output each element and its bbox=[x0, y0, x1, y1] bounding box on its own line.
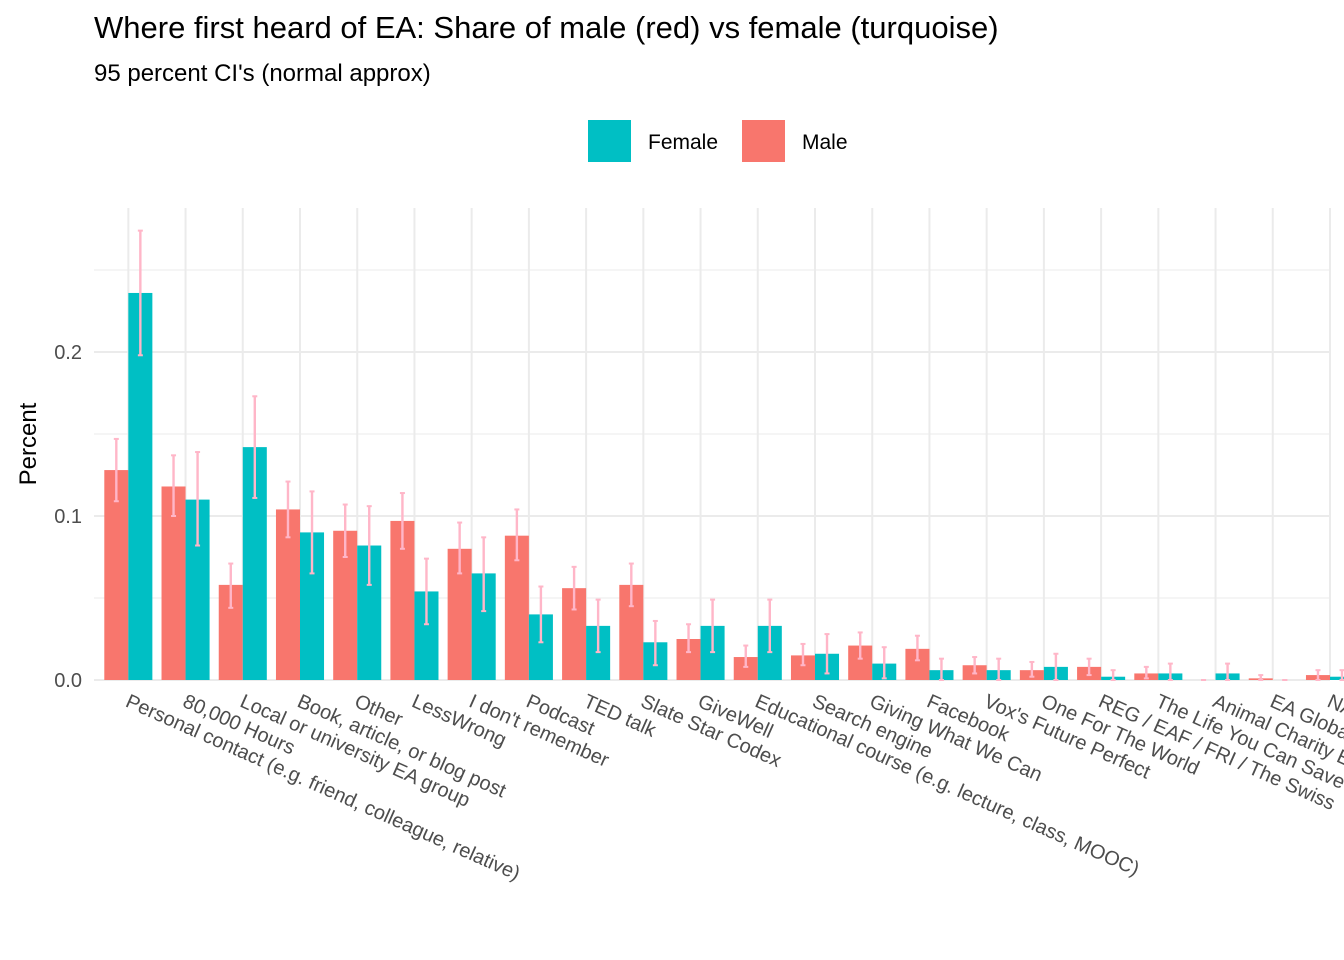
legend: Female Male bbox=[588, 120, 848, 162]
legend-label-female: Female bbox=[648, 131, 718, 154]
y-tick-label: 0.0 bbox=[54, 670, 82, 692]
legend-swatch-female bbox=[588, 120, 631, 162]
male-bar bbox=[161, 486, 186, 680]
legend-swatch-male bbox=[742, 120, 785, 162]
y-tick-label: 0.1 bbox=[54, 506, 82, 528]
female-bar bbox=[128, 292, 153, 680]
female-bar bbox=[1330, 676, 1344, 680]
male-bar bbox=[104, 470, 129, 680]
y-axis-title: Percent bbox=[15, 402, 42, 485]
legend-label-male: Male bbox=[802, 131, 848, 154]
male-bar bbox=[733, 657, 758, 680]
chart-subtitle: 95 percent CI's (normal approx) bbox=[94, 60, 431, 87]
error-bar-layer bbox=[113, 229, 1344, 681]
y-tick-label: 0.2 bbox=[54, 342, 82, 364]
chart-title: Where first heard of EA: Share of male (… bbox=[94, 10, 999, 45]
